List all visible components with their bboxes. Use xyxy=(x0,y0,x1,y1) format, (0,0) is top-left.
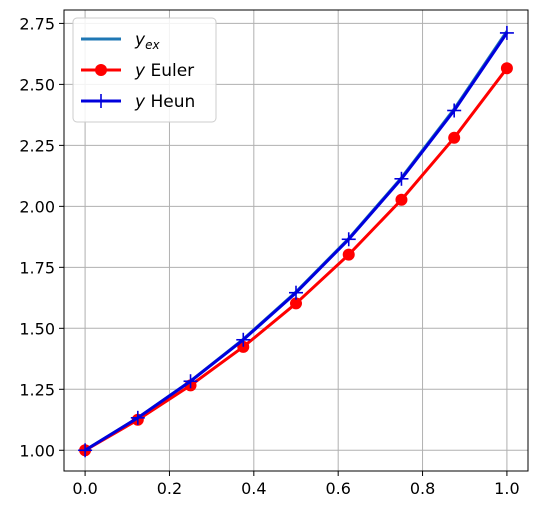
data-point xyxy=(499,25,514,40)
data-point xyxy=(183,374,198,389)
y-tick-label: 2.75 xyxy=(19,14,55,33)
x-tick-label: 0.6 xyxy=(325,479,350,498)
data-point xyxy=(448,131,461,144)
legend-entry: y Heun xyxy=(81,92,195,112)
legend-marker xyxy=(94,94,108,108)
x-tick-label: 0.2 xyxy=(157,479,182,498)
grid xyxy=(64,10,528,471)
legend-label: y Heun xyxy=(134,92,195,112)
data-point xyxy=(289,285,303,300)
data-point xyxy=(290,297,302,310)
y-tick-label: 2.25 xyxy=(19,136,55,155)
legend-label-symbol: y xyxy=(134,30,146,50)
data-point xyxy=(130,410,145,425)
y-tick-label: 1.25 xyxy=(19,380,55,399)
legend-label-symbol: y xyxy=(134,61,146,81)
axis-ticks: 0.0 0.2 0.4 0.6 0.8 1.0 1.00 1.25 1.50 1.75 2.00 2.… xyxy=(19,14,519,498)
series-heun xyxy=(78,25,514,458)
legend-label-symbol: y xyxy=(134,92,146,112)
x-tick-label: 1.0 xyxy=(494,479,519,498)
legend-label-method: Euler xyxy=(145,61,194,81)
data-point xyxy=(447,103,462,118)
legend-entry: yex xyxy=(81,30,160,52)
plot-frame xyxy=(63,9,529,472)
data-point xyxy=(341,232,356,247)
x-tick-label: 0.4 xyxy=(241,479,266,498)
x-tick-label: 0.0 xyxy=(72,479,97,498)
y-tick-label: 1.50 xyxy=(19,319,55,338)
legend-box xyxy=(72,17,217,123)
legend-label: y Euler xyxy=(134,61,194,81)
data-point xyxy=(500,62,513,75)
legend-label-method: Heun xyxy=(145,92,195,112)
y-tick-label: 2.00 xyxy=(19,197,55,216)
y-tick-label: 2.50 xyxy=(19,75,55,94)
series-layer xyxy=(78,25,514,458)
data-point xyxy=(342,248,355,261)
legend-label: yex xyxy=(134,30,160,52)
legend-entry: y Euler xyxy=(81,61,194,81)
data-point xyxy=(78,443,93,458)
legend-marker xyxy=(95,64,107,76)
data-point xyxy=(394,171,409,186)
y-tick-label: 1.00 xyxy=(19,441,55,460)
x-tick-label: 0.8 xyxy=(410,479,435,498)
data-point xyxy=(395,193,408,206)
data-point xyxy=(236,332,251,347)
y-tick-label: 1.75 xyxy=(19,258,55,277)
legend-label-subscript: ex xyxy=(145,38,160,52)
